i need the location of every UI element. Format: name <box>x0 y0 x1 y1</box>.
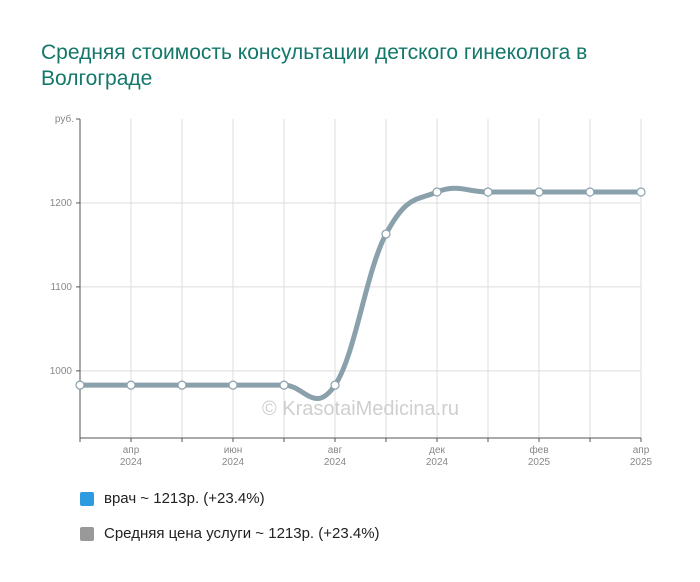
chart-title: Средняя стоимость консультации детского … <box>41 41 588 90</box>
chart-area: 100011001200руб.апр2024июн2024авг2024дек… <box>50 113 653 468</box>
x-tick-label-month: апр <box>633 445 650 456</box>
legend-item-average[interactable]: Средняя цена услуги ~ 1213р. (+23.4%) <box>80 525 380 542</box>
x-tick-label-month: фев <box>529 444 548 456</box>
x-tick-label-month: дек <box>429 445 445 456</box>
y-tick-label: 1000 <box>50 366 73 377</box>
x-tick-label-year: 2024 <box>426 457 449 468</box>
y-tick-label: 1200 <box>50 198 73 209</box>
data-point[interactable] <box>330 380 340 390</box>
x-tick-label-year: 2025 <box>630 457 653 468</box>
legend-label-vrach: врач ~ 1213р. (+23.4%) <box>104 490 265 507</box>
x-tick-label-month: июн <box>224 445 243 456</box>
y-axis-unit-label: руб. <box>55 113 74 125</box>
x-tick-label-year: 2024 <box>324 457 347 468</box>
legend-label-average: Средняя цена услуги ~ 1213р. (+23.4%) <box>104 525 380 542</box>
data-point[interactable] <box>126 380 136 390</box>
x-tick-label-month: авг <box>328 445 343 456</box>
data-point[interactable] <box>381 229 391 239</box>
data-point[interactable] <box>585 187 595 197</box>
data-point[interactable] <box>279 380 289 390</box>
y-tick-label: 1100 <box>50 282 72 293</box>
data-point[interactable] <box>636 187 646 197</box>
data-point[interactable] <box>177 380 187 390</box>
x-tick-label-month: апр <box>123 445 140 456</box>
legend-item-vrach[interactable]: врач ~ 1213р. (+23.4%) <box>80 490 265 507</box>
data-point[interactable] <box>75 380 85 390</box>
watermark: © KrasotaiMedicina.ru <box>262 398 459 420</box>
data-point[interactable] <box>483 187 493 197</box>
x-tick-label-year: 2025 <box>528 457 551 468</box>
legend-swatch-vrach <box>80 491 94 506</box>
x-tick-label-year: 2024 <box>222 457 245 468</box>
series-line <box>77 185 644 401</box>
data-point[interactable] <box>432 187 442 197</box>
legend-swatch-average <box>80 526 94 541</box>
x-tick-label-year: 2024 <box>120 457 143 468</box>
data-point[interactable] <box>228 380 238 390</box>
data-point[interactable] <box>534 187 544 197</box>
